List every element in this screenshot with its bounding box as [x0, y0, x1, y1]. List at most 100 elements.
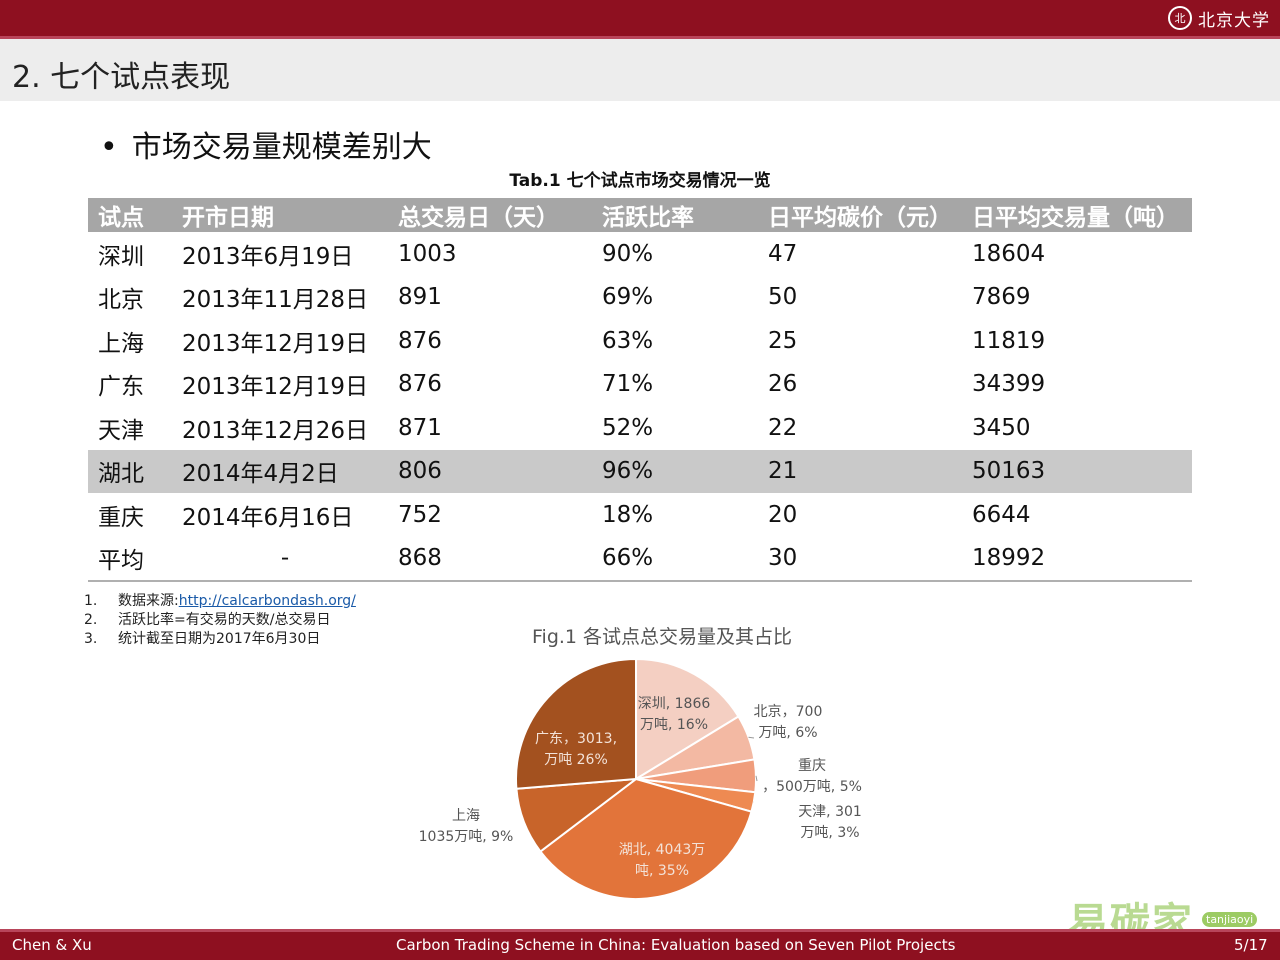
cell-avg-price: 22: [768, 414, 798, 441]
footnote-3: 3. 统计截至日期为2017年6月30日: [84, 631, 321, 647]
cell-active-ratio: 18%: [602, 501, 654, 528]
cell-avg-volume: 11819: [972, 327, 1046, 354]
top-bar-divider: [0, 36, 1280, 39]
watermark-badge: tanjiaoyi: [1202, 912, 1258, 927]
cell-avg-volume: 3450: [972, 414, 1031, 441]
cell-pilot: 重庆: [98, 504, 144, 531]
cell-avg-volume: 34399: [972, 371, 1046, 398]
cell-pilot: 上海: [98, 330, 144, 357]
cell-avg-price: 30: [758, 536, 962, 582]
cell-pilot: 湖北: [88, 449, 172, 493]
cell-avg-price: 47: [768, 240, 798, 267]
pie-slice-深圳: [635, 657, 740, 781]
cell-avg-volume: 18992: [962, 536, 1192, 582]
footnote-2: 2. 活跃比率=有交易的天数/总交易日: [84, 612, 331, 628]
cell-trading-days: 876: [398, 327, 442, 354]
pie-label-天津: 天津, 301 万吨, 3%: [798, 804, 862, 841]
cell-active-ratio: 69%: [602, 284, 654, 311]
header-pilot: 试点: [88, 198, 172, 232]
pie-slice-湖北: [538, 777, 753, 900]
cell-open-date: 2014年4月2日: [172, 449, 388, 493]
footnotes: 1. 数据来源: http://calcarbondash.org/ 2. 活跃…: [84, 592, 356, 649]
cell-open-date: 2013年11月28日: [182, 287, 369, 314]
cell-open-date: 2013年12月19日: [182, 374, 369, 401]
pie-label-广东: 广东，3013,万吨 26%: [535, 731, 617, 768]
university-seal-icon: 北: [1168, 6, 1192, 30]
cell-open-date: 2013年6月19日: [182, 243, 354, 270]
cell-active-ratio: 52%: [602, 414, 654, 441]
footer-title: Carbon Trading Scheme in China: Evaluati…: [396, 936, 956, 954]
pie-label-深圳: 深圳, 1866 万吨, 16%: [638, 696, 711, 733]
header-avg-price: 日平均碳价（元）: [758, 198, 962, 232]
cell-trading-days: 1003: [398, 240, 457, 267]
university-logo-text: 北京大学: [1198, 10, 1270, 31]
footer-authors: Chen & Xu: [12, 936, 92, 954]
table-row: 平均 -868 66% 30 18992: [88, 536, 1192, 582]
cell-pilot: 北京: [98, 287, 144, 314]
cell-avg-volume: 18604: [972, 240, 1046, 267]
cell-active-ratio: 66%: [592, 536, 758, 582]
top-bar: 北 北京大学: [0, 0, 1280, 36]
cell-active-ratio: 63%: [602, 327, 654, 354]
cell-trading-days: 876: [398, 371, 442, 398]
university-logo: 北 北京大学: [1168, 3, 1270, 33]
footnote-1: 1. 数据来源: http://calcarbondash.org/: [84, 593, 356, 609]
bottom-bar-divider: [0, 929, 1280, 932]
table-caption: Tab.1 七个试点市场交易情况一览: [509, 171, 771, 191]
cell-trading-days: 752: [398, 501, 442, 528]
cell-avg-volume: 50163: [962, 449, 1192, 493]
cell-open-date: 2014年6月16日: [182, 504, 354, 531]
cell-avg-price: 50: [768, 284, 798, 311]
cell-pilot: 天津: [98, 417, 144, 444]
table-row: 湖北 2014年4月2日 806 96% 21 50163: [88, 449, 1192, 493]
pie-leader-line: [748, 736, 755, 739]
cell-avg-price: 21: [758, 449, 962, 493]
chart-title: Fig.1 各试点总交易量及其占比: [532, 626, 793, 648]
cell-trading-days: 806: [388, 449, 592, 493]
title-bar: [0, 39, 1280, 101]
cell-avg-price: 26: [768, 371, 798, 398]
pilot-market-table: 试点 开市日期 总交易日（天） 活跃比率 日平均碳价（元） 日平均交易量（吨） …: [88, 198, 1192, 582]
cell-trading-days: 868: [388, 536, 592, 582]
header-open-date: 开市日期: [172, 198, 388, 232]
pie-leader-line: [755, 775, 758, 782]
table-row: 北京 2013年11月28日 891 69% 50 7869: [88, 276, 1192, 320]
cell-open-date: 2013年12月19日: [182, 330, 369, 357]
pie-label-上海: 上海 1035万吨, 9%: [419, 808, 514, 845]
cell-active-ratio: 71%: [602, 371, 654, 398]
cell-trading-days: 871: [398, 414, 442, 441]
pie-label-北京: 北京，700 万吨, 6%: [754, 704, 823, 741]
header-trading-days: 总交易日（天）: [388, 198, 592, 232]
cell-avg-volume: 7869: [972, 284, 1031, 311]
cell-avg-price: 20: [768, 501, 798, 528]
table-row: 广东 2013年12月19日 876 71% 26 34399: [88, 363, 1192, 407]
bullet-point: • 市场交易量规模差别大: [100, 122, 432, 166]
cell-open-date: 2013年12月26日: [182, 417, 369, 444]
table-header-row: 试点 开市日期 总交易日（天） 活跃比率 日平均碳价（元） 日平均交易量（吨）: [88, 198, 1192, 232]
cell-pilot: 广东: [98, 374, 144, 401]
table-row: 深圳 2013年6月19日 1003 90% 47 18604: [88, 232, 1192, 276]
bullet-text: 市场交易量规模差别大: [131, 130, 432, 165]
pie-label-重庆: 重庆，500万吨, 5%: [762, 758, 862, 795]
table-row: 上海 2013年12月19日 876 63% 25 11819: [88, 319, 1192, 363]
bottom-bar: [0, 932, 1280, 960]
pie-slice-广东: [515, 657, 637, 790]
header-avg-volume: 日平均交易量（吨）: [962, 198, 1192, 232]
cell-trading-days: 891: [398, 284, 442, 311]
cell-avg-price: 25: [768, 327, 798, 354]
volume-pie-chart: 深圳, 1866 万吨, 16% 北京，700 万吨, 6% 重庆，500万吨, 5% 天…: [419, 657, 862, 900]
cell-avg-volume: 6644: [972, 501, 1031, 528]
footer-page-number: 5/17: [1234, 936, 1268, 954]
cell-active-ratio: 90%: [602, 240, 654, 267]
pie-label-湖北: 湖北, 4043万吨, 35%: [619, 842, 706, 879]
cell-active-ratio: 96%: [592, 449, 758, 493]
cell-pilot: 深圳: [98, 243, 144, 270]
bullet-dot-icon: •: [100, 130, 118, 165]
cell-open-date: -: [172, 536, 388, 582]
cell-pilot: 平均: [88, 536, 172, 582]
table-row: 重庆 2014年6月16日 752 18% 20 6644: [88, 493, 1192, 537]
table-row: 天津 2013年12月26日 871 52% 22 3450: [88, 406, 1192, 450]
data-source-link[interactable]: http://calcarbondash.org/: [178, 593, 356, 609]
header-active-ratio: 活跃比率: [592, 198, 758, 232]
slide-title: 2. 七个试点表现: [12, 60, 231, 95]
